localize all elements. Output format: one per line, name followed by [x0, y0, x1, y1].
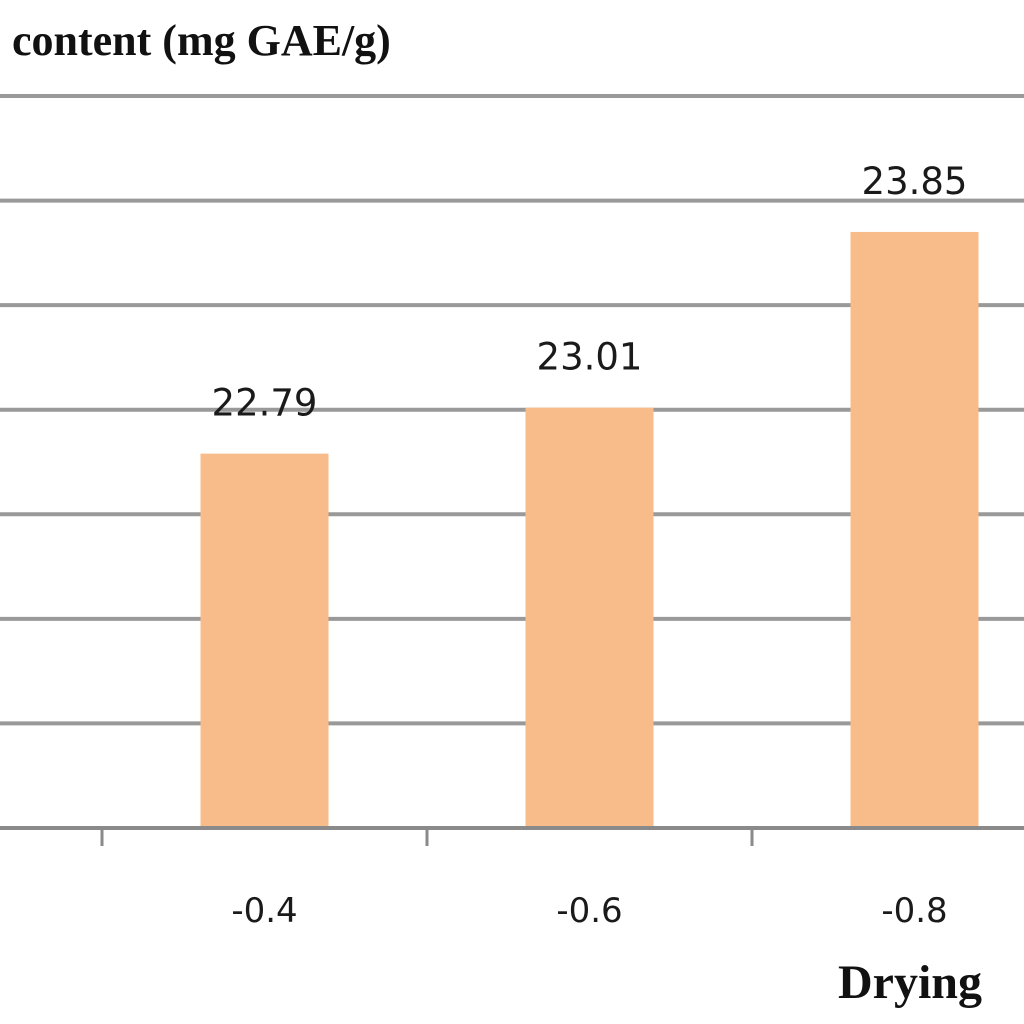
x-tick-label-0: -0.4 — [231, 891, 297, 931]
bar-2 — [850, 231, 979, 828]
x-axis-ticks — [100, 828, 754, 846]
bar-1 — [525, 407, 654, 828]
gridlines — [0, 94, 1024, 726]
data-label-1: 23.01 — [537, 336, 643, 379]
data-label-0: 22.79 — [212, 382, 318, 425]
x-tick-label-2: -0.8 — [881, 891, 947, 931]
bar-0 — [200, 453, 329, 828]
x-tick-label-1: -0.6 — [556, 891, 622, 931]
bars: 22.79 -0.4 23.01 -0.6 23.85 -0.8 — [200, 160, 979, 931]
x-axis-label: Drying — [838, 956, 982, 1009]
data-label-2: 23.85 — [862, 160, 968, 203]
chart-title: content (mg GAE/g) — [12, 16, 391, 65]
